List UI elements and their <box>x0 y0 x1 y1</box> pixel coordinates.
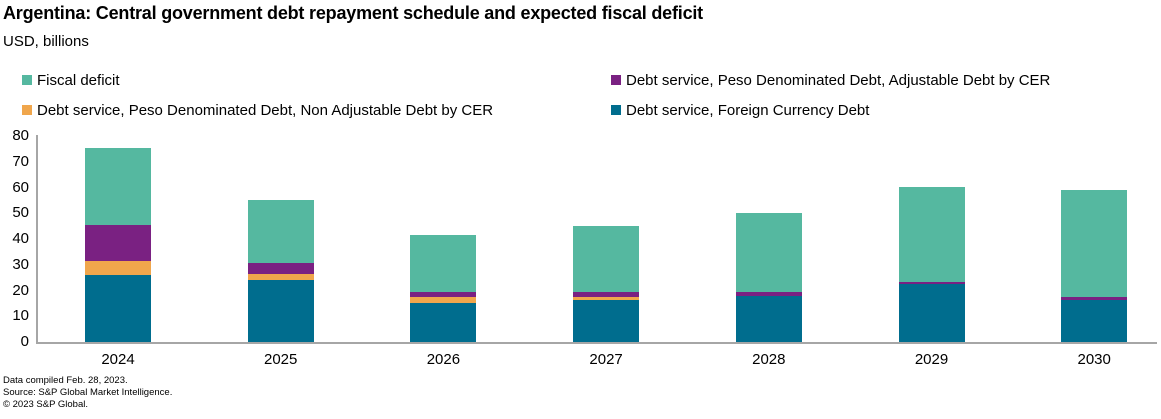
y-axis-tick-label: 0 <box>20 332 29 350</box>
bar-segment <box>247 280 314 342</box>
bar-segment <box>898 284 965 342</box>
y-axis-tick-label: 70 <box>12 152 29 170</box>
bar-segment <box>735 213 802 292</box>
legend-marker-icon <box>22 105 32 115</box>
legend-item-foreign-currency: Debt service, Foreign Currency Debt <box>611 102 869 119</box>
bar-segment <box>573 299 640 342</box>
bar-group-2024 <box>85 136 151 342</box>
footnote-copyright: © 2023 S&P Global. <box>3 399 88 410</box>
legend-marker-icon <box>611 105 621 115</box>
bar-segment <box>735 291 802 296</box>
footnote-compiled: Data compiled Feb. 28, 2023. <box>3 375 128 386</box>
x-axis-label: 2027 <box>589 351 623 368</box>
bar-segment <box>1061 190 1128 297</box>
x-axis-label: 2026 <box>426 351 461 368</box>
bar-segment <box>85 147 151 225</box>
bar-segment <box>573 296 640 300</box>
y-axis-tick-label: 50 <box>12 204 29 222</box>
legend-label: Fiscal deficit <box>37 72 120 89</box>
bar-segment <box>247 263 314 274</box>
chart-subtitle: USD, billions <box>3 33 89 50</box>
x-axis-line <box>36 342 1157 344</box>
legend-item-fiscal-deficit: Fiscal deficit <box>22 72 120 89</box>
bar-segment <box>1061 299 1128 342</box>
chart-title: Argentina: Central government debt repay… <box>3 3 703 23</box>
bar-segment <box>85 275 151 342</box>
bar-segment <box>247 200 314 264</box>
bar-segment <box>735 295 802 342</box>
bar-segment <box>410 235 477 292</box>
bar-segment <box>85 224 151 261</box>
footnote-source: Source: S&P Global Market Intelligence. <box>3 387 173 398</box>
x-axis-label: 2024 <box>101 351 135 368</box>
x-axis-label: 2029 <box>914 351 949 368</box>
bar-group-2028 <box>735 136 802 342</box>
y-axis-tick-label: 10 <box>12 307 29 325</box>
bar-segment <box>573 226 640 292</box>
legend-label: Debt service, Peso Denominated Debt, Non… <box>37 102 494 119</box>
bar-segment <box>247 273 314 281</box>
legend-marker-icon <box>611 75 621 85</box>
bar-segment <box>1061 296 1128 300</box>
legend-label: Debt service, Foreign Currency Debt <box>626 102 870 119</box>
y-axis-tick-label: 80 <box>12 126 29 144</box>
bar-segment <box>410 303 477 342</box>
bar-segment <box>85 260 151 276</box>
legend-item-non-adjustable-cer: Debt service, Peso Denominated Debt, Non… <box>22 102 493 119</box>
y-axis-tick-label: 60 <box>12 178 29 196</box>
bar-segment <box>573 291 640 297</box>
x-axis-label: 2030 <box>1077 351 1111 368</box>
y-axis-line <box>36 135 38 343</box>
legend-marker-icon <box>22 75 32 85</box>
y-axis-tick-label: 20 <box>12 281 29 299</box>
bar-group-2030 <box>1061 136 1128 342</box>
bar-segment <box>898 282 965 285</box>
bar-segment <box>410 291 477 297</box>
x-axis-label: 2028 <box>752 351 786 368</box>
bar-group-2029 <box>898 136 965 342</box>
footnote: Data compiled Feb. 28, 2023. Source: S&P… <box>3 375 172 411</box>
legend-item-adjustable-cer: Debt service, Peso Denominated Debt, Adj… <box>611 72 1050 89</box>
bar-group-2026 <box>410 136 477 342</box>
bar-group-2027 <box>573 136 640 342</box>
y-axis-tick-label: 30 <box>12 255 29 273</box>
bar-segment <box>410 296 477 304</box>
x-axis-label: 2025 <box>264 351 298 368</box>
bar-group-2025 <box>247 136 314 342</box>
legend-label: Debt service, Peso Denominated Debt, Adj… <box>626 72 1051 89</box>
y-axis-tick-label: 40 <box>12 229 29 247</box>
bar-segment <box>898 187 965 283</box>
